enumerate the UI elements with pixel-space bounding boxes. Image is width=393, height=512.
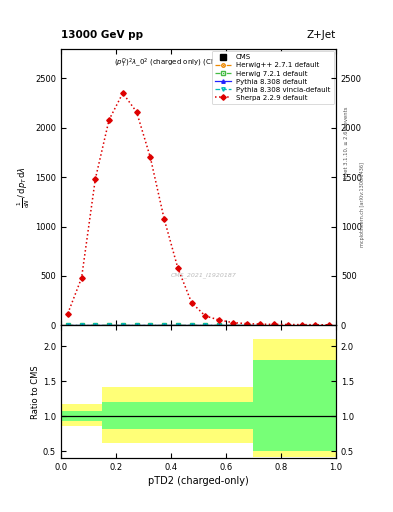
Herwig++ 2.7.1 default [203,322,208,328]
Line: Herwig 7.2.1 default: Herwig 7.2.1 default [66,324,262,327]
Sherpa 2.2.9 default [175,265,180,271]
Herwig++ 2.7.1 default [93,322,97,328]
Herwig 7.2.1 default [65,322,70,328]
Pythia 8.308 vincia-default [79,322,84,328]
Sherpa 2.2.9 default [258,321,263,327]
Pythia 8.308 default [217,322,222,328]
Pythia 8.308 default [244,322,249,328]
Herwig 7.2.1 default [93,322,97,328]
Herwig++ 2.7.1 default [258,322,263,328]
Line: Pythia 8.308 vincia-default: Pythia 8.308 vincia-default [66,324,262,327]
Sherpa 2.2.9 default [313,322,318,328]
Line: Sherpa 2.2.9 default: Sherpa 2.2.9 default [66,91,331,327]
Sherpa 2.2.9 default [107,117,112,123]
Pythia 8.308 vincia-default [65,322,70,328]
Herwig++ 2.7.1 default [244,322,249,328]
Herwig 7.2.1 default [107,322,112,328]
Pythia 8.308 default [203,322,208,328]
X-axis label: pTD2 (charged-only): pTD2 (charged-only) [148,476,249,486]
Pythia 8.308 default [148,322,152,328]
Herwig 7.2.1 default [217,322,222,328]
Herwig++ 2.7.1 default [175,322,180,328]
Pythia 8.308 vincia-default [244,322,249,328]
Herwig 7.2.1 default [134,322,139,328]
Text: CMS_2021_I1920187: CMS_2021_I1920187 [171,273,237,279]
Pythia 8.308 default [79,322,84,328]
Text: Rivet 3.1.10, ≥ 2.6M events: Rivet 3.1.10, ≥ 2.6M events [344,106,349,180]
Herwig++ 2.7.1 default [134,322,139,328]
Herwig++ 2.7.1 default [162,322,167,328]
Herwig 7.2.1 default [162,322,167,328]
Herwig++ 2.7.1 default [189,322,194,328]
Pythia 8.308 vincia-default [162,322,167,328]
Sherpa 2.2.9 default [285,322,290,328]
Herwig 7.2.1 default [79,322,84,328]
Pythia 8.308 vincia-default [93,322,97,328]
Text: $(p_T^D)^2\lambda\_0^2$ (charged only) (CMS jet substructure): $(p_T^D)^2\lambda\_0^2$ (charged only) (… [114,57,283,70]
Sherpa 2.2.9 default [120,90,125,96]
Herwig 7.2.1 default [203,322,208,328]
Herwig 7.2.1 default [175,322,180,328]
Legend: CMS, Herwig++ 2.7.1 default, Herwig 7.2.1 default, Pythia 8.308 default, Pythia : CMS, Herwig++ 2.7.1 default, Herwig 7.2.… [212,51,334,104]
Herwig++ 2.7.1 default [217,322,222,328]
Pythia 8.308 default [189,322,194,328]
Pythia 8.308 default [175,322,180,328]
Text: 13000 GeV pp: 13000 GeV pp [61,30,143,40]
Pythia 8.308 vincia-default [203,322,208,328]
Pythia 8.308 vincia-default [134,322,139,328]
Herwig++ 2.7.1 default [65,322,70,328]
Herwig++ 2.7.1 default [120,322,125,328]
Sherpa 2.2.9 default [299,322,304,328]
Pythia 8.308 vincia-default [258,322,263,328]
Herwig 7.2.1 default [189,322,194,328]
Sherpa 2.2.9 default [134,109,139,115]
Herwig 7.2.1 default [258,322,263,328]
Line: Herwig++ 2.7.1 default: Herwig++ 2.7.1 default [66,324,262,327]
Sherpa 2.2.9 default [93,176,97,182]
Sherpa 2.2.9 default [148,154,152,160]
Pythia 8.308 vincia-default [217,322,222,328]
Herwig++ 2.7.1 default [230,322,235,328]
Sherpa 2.2.9 default [327,322,332,328]
Pythia 8.308 default [93,322,97,328]
Y-axis label: $\frac{1}{\mathrm{d}N}\,/\,\mathrm{d}p_T\,\mathrm{d}\lambda$: $\frac{1}{\mathrm{d}N}\,/\,\mathrm{d}p_T… [16,166,32,208]
Sherpa 2.2.9 default [230,319,235,326]
Pythia 8.308 default [120,322,125,328]
Pythia 8.308 default [65,322,70,328]
Line: Pythia 8.308 default: Pythia 8.308 default [66,324,262,327]
Pythia 8.308 default [134,322,139,328]
Herwig 7.2.1 default [148,322,152,328]
Herwig++ 2.7.1 default [148,322,152,328]
Sherpa 2.2.9 default [203,313,208,319]
Pythia 8.308 vincia-default [189,322,194,328]
Herwig 7.2.1 default [230,322,235,328]
Sherpa 2.2.9 default [162,216,167,222]
Pythia 8.308 default [162,322,167,328]
Pythia 8.308 vincia-default [107,322,112,328]
Sherpa 2.2.9 default [65,310,70,316]
Pythia 8.308 vincia-default [230,322,235,328]
Y-axis label: Ratio to CMS: Ratio to CMS [31,365,40,419]
Pythia 8.308 default [107,322,112,328]
Pythia 8.308 vincia-default [175,322,180,328]
Herwig 7.2.1 default [244,322,249,328]
Sherpa 2.2.9 default [244,321,249,327]
Pythia 8.308 vincia-default [148,322,152,328]
Text: mcplots.cern.ch [arXiv:1306.3436]: mcplots.cern.ch [arXiv:1306.3436] [360,162,365,247]
Sherpa 2.2.9 default [217,317,222,323]
Sherpa 2.2.9 default [79,275,84,281]
Pythia 8.308 vincia-default [120,322,125,328]
Pythia 8.308 default [258,322,263,328]
Sherpa 2.2.9 default [272,322,277,328]
Sherpa 2.2.9 default [189,300,194,306]
Herwig++ 2.7.1 default [79,322,84,328]
Text: Z+Jet: Z+Jet [307,30,336,40]
Herwig++ 2.7.1 default [107,322,112,328]
Pythia 8.308 default [230,322,235,328]
Herwig 7.2.1 default [120,322,125,328]
